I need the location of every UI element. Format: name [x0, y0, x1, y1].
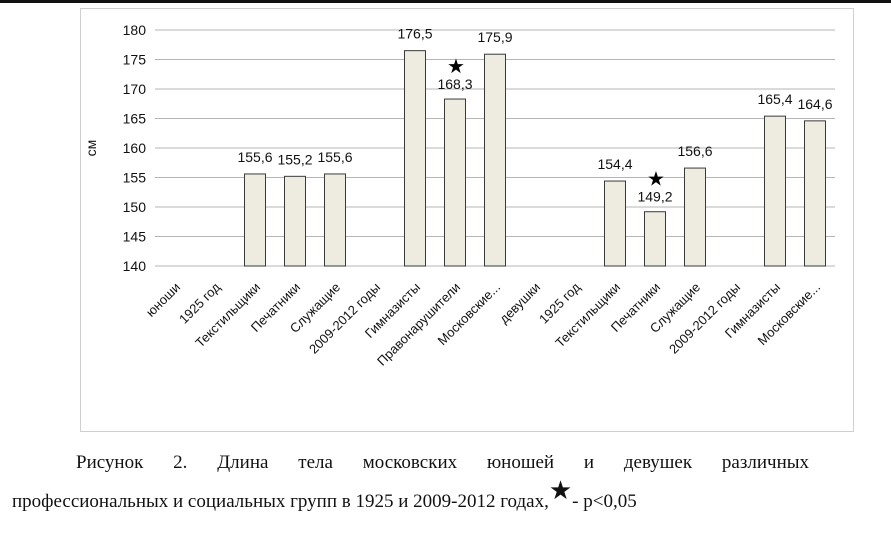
bar: [444, 98, 466, 267]
bar: [604, 180, 626, 267]
x-tick-label: 2009-2012 годы: [306, 280, 383, 357]
x-tick-label: девушки: [496, 280, 543, 327]
bar: [644, 211, 666, 267]
bar: [804, 120, 826, 267]
bar: [404, 50, 426, 267]
bar: [244, 173, 266, 267]
top-rule: [0, 0, 891, 3]
y-tick-label: 145: [123, 229, 147, 245]
data-label: 176,5: [397, 26, 432, 42]
caption-line-1: Рисунок 2. Длина тела московских юношей …: [76, 452, 809, 473]
data-label: 154,4: [597, 156, 632, 172]
significance-star-icon: ★: [647, 167, 665, 191]
data-label: 149,2: [637, 189, 672, 205]
y-tick-label: 165: [123, 111, 147, 127]
x-tick-label: 2009-2012 годы: [666, 280, 743, 357]
caption-line-2-text: профессиональных и социальных групп в 19…: [12, 491, 549, 512]
data-label: 155,2: [277, 151, 312, 167]
data-label: 175,9: [477, 29, 512, 45]
caption-line-2-suffix: - p<0,05: [572, 491, 637, 512]
y-tick-label: 150: [123, 199, 147, 215]
bar: [764, 115, 786, 267]
data-label: 168,3: [437, 76, 472, 92]
data-label: 156,6: [677, 143, 712, 159]
y-tick-label: 175: [123, 52, 147, 68]
y-tick-label: 155: [123, 170, 147, 186]
significance-star-icon: ★: [447, 54, 465, 78]
significance-star-icon: ★: [548, 476, 573, 505]
y-axis-label: см: [83, 140, 99, 157]
caption-line-2: профессиональных и социальных групп в 19…: [12, 476, 637, 519]
data-label: 165,4: [757, 91, 792, 107]
bar: [684, 167, 706, 267]
bar: [324, 173, 346, 267]
data-label: 155,6: [237, 149, 272, 165]
y-tick-label: 160: [123, 140, 147, 156]
y-tick-label: 180: [123, 22, 147, 38]
y-tick-label: 140: [123, 258, 147, 274]
y-tick-label: 170: [123, 81, 147, 97]
chart-frame: [80, 8, 854, 432]
data-label: 155,6: [317, 149, 352, 165]
data-label: 164,6: [797, 96, 832, 112]
bar: [484, 53, 506, 267]
bar: [284, 175, 306, 267]
